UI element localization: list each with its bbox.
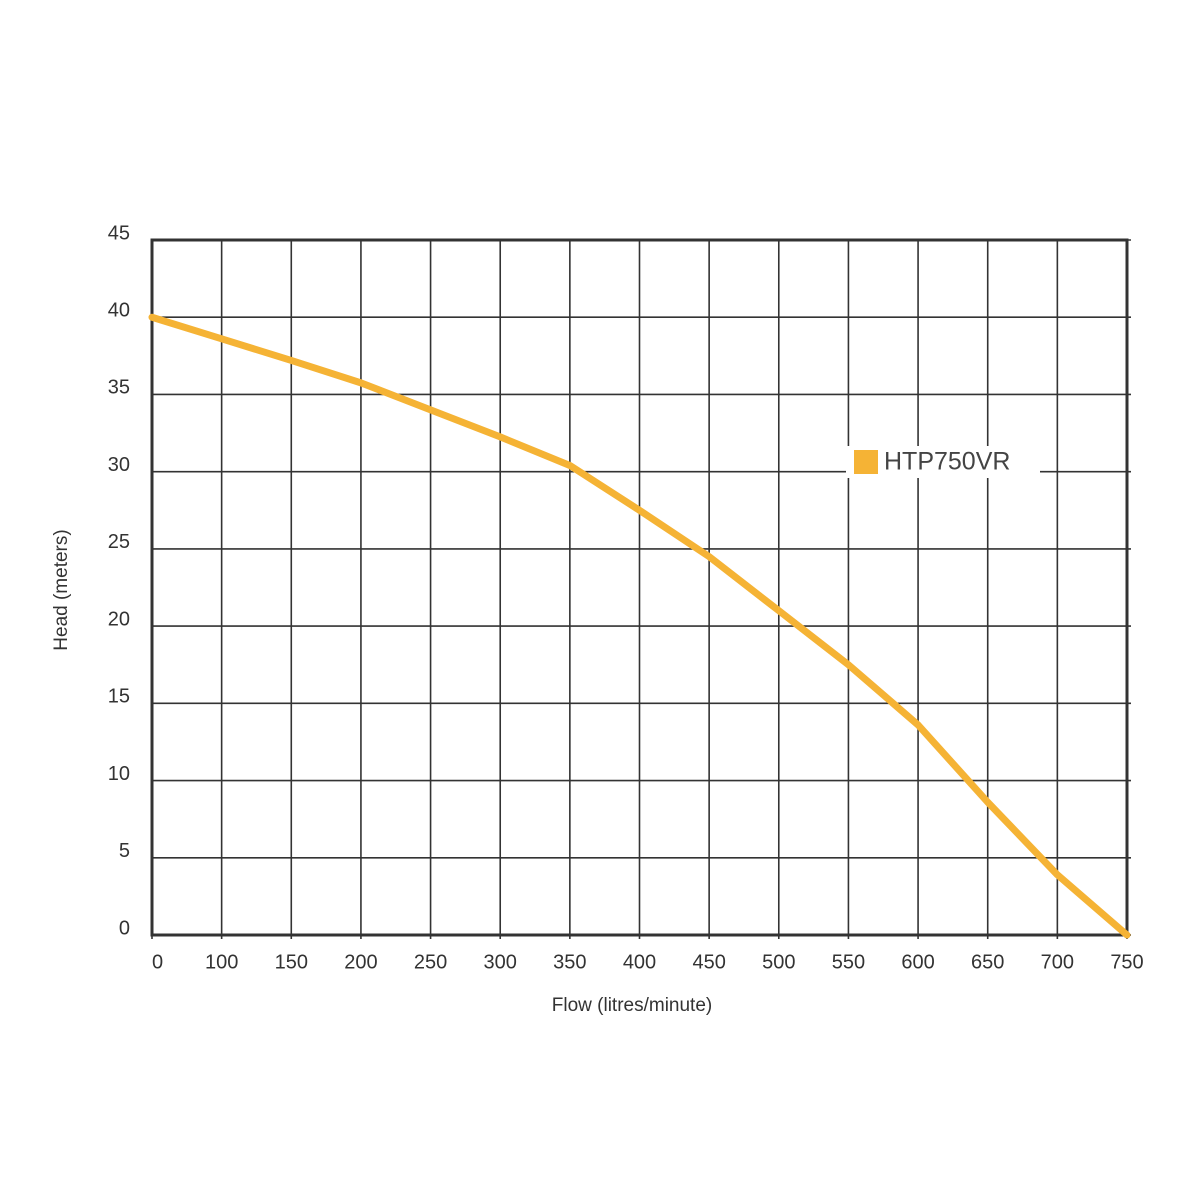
y-tick-label: 5 [119, 840, 130, 862]
x-tick-label: 500 [762, 951, 795, 973]
x-tick-label: 400 [623, 951, 656, 973]
y-tick-label: 40 [108, 300, 130, 322]
plot-border [150, 238, 1129, 937]
legend-background [846, 446, 1040, 478]
x-tick-label: 100 [205, 951, 238, 973]
x-tick-label: 600 [901, 951, 934, 973]
x-tick-label: 200 [344, 951, 377, 973]
y-tick-label: 10 [108, 763, 130, 785]
x-tick-label: 750 [1110, 951, 1143, 973]
y-tick-label: 20 [108, 608, 130, 630]
y-tick-label: 45 [108, 222, 130, 244]
x-tick-label: 250 [414, 951, 447, 973]
x-tick-label: 150 [275, 951, 308, 973]
y-tick-label: 25 [108, 531, 130, 553]
y-tick-label: 15 [108, 686, 130, 708]
x-tick-label: 450 [692, 951, 725, 973]
y-tick-label: 0 [119, 917, 130, 939]
series-line [148, 313, 1131, 939]
x-tick-label: 300 [484, 951, 517, 973]
x-tick-label: 650 [971, 951, 1004, 973]
x-tick-label: 700 [1041, 951, 1074, 973]
x-tick-label: 550 [832, 951, 865, 973]
y-tick-label: 30 [108, 454, 130, 476]
x-tick-label: 350 [553, 951, 586, 973]
y-axis-title: Head (meters) [51, 529, 72, 650]
x-axis-title: Flow (litres/minute) [552, 995, 712, 1016]
legend-swatch [854, 450, 878, 474]
y-tick-label: 35 [108, 377, 130, 399]
legend-label: HTP750VR [884, 448, 1010, 476]
x-tick-label: 0 [152, 951, 163, 973]
